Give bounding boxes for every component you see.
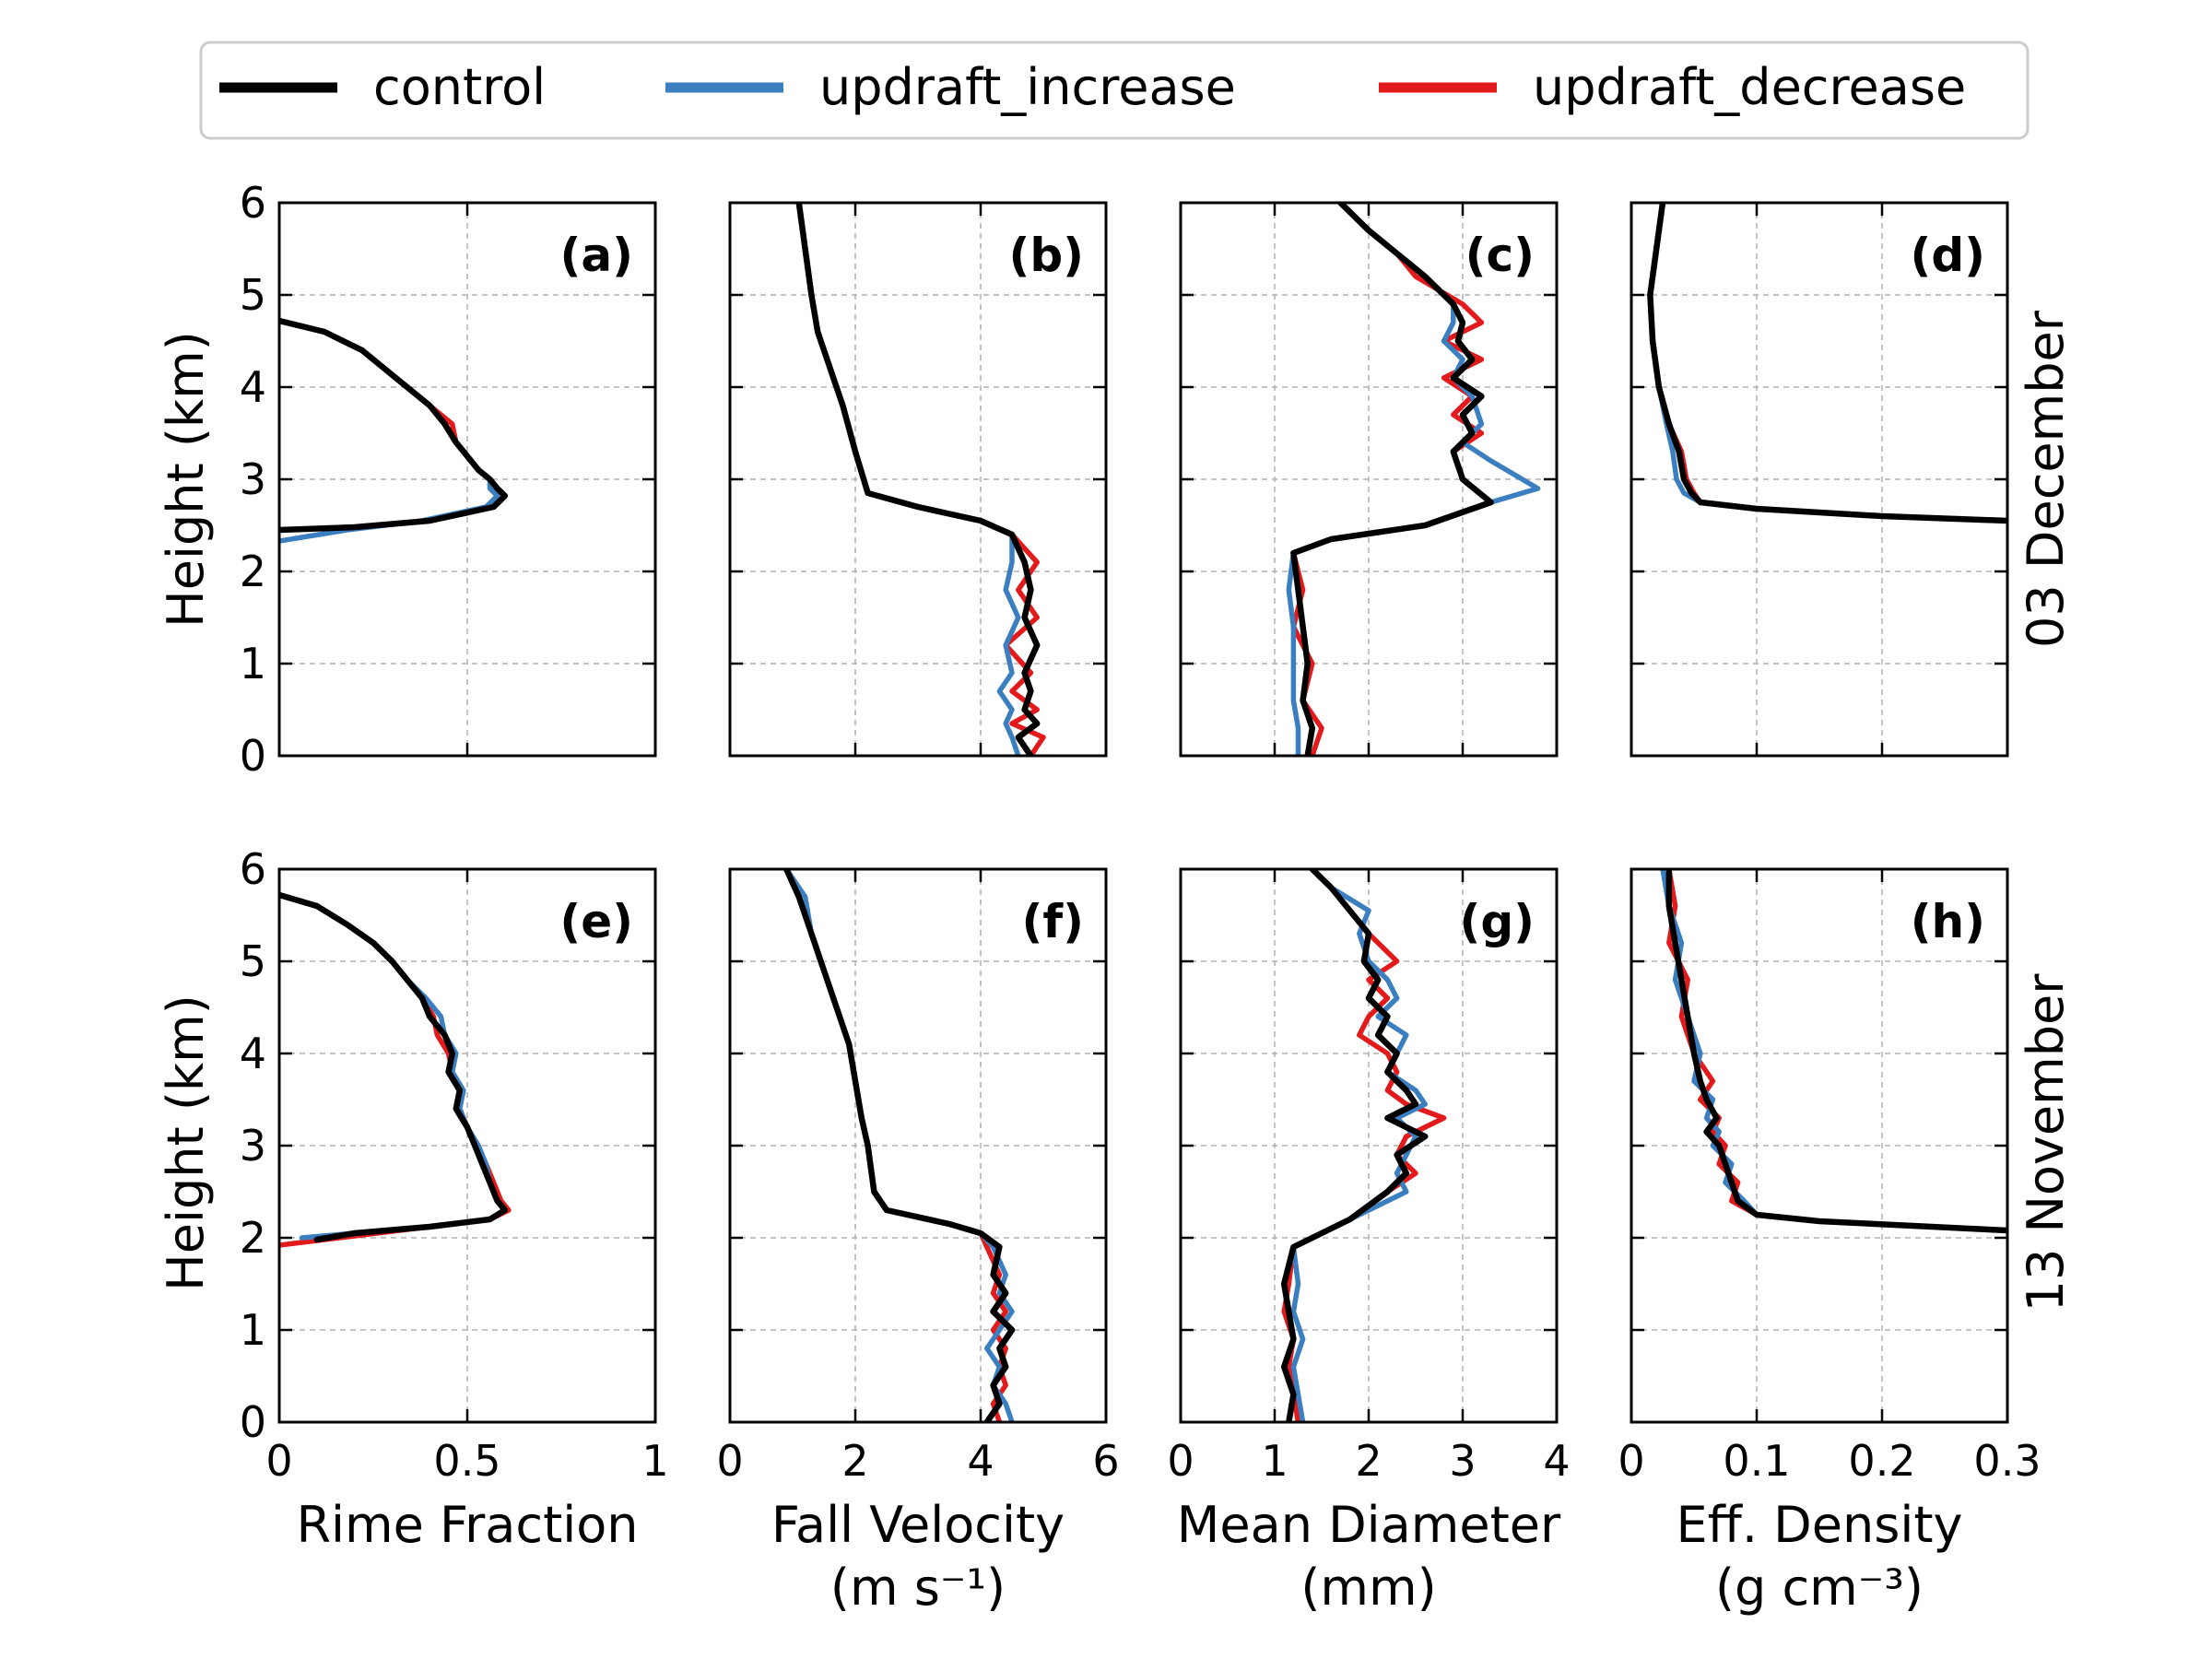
series-line-updraft-increase — [1290, 869, 1428, 1422]
x-tick-label: 0 — [1167, 1436, 1194, 1486]
legend-label-updraft-decrease: updraft_decrease — [1533, 58, 1966, 116]
y-axis-label-bottom: Height (km) — [157, 994, 215, 1291]
x-axis-label: Mean Diameter — [1177, 1496, 1561, 1554]
y-tick-label: 3 — [240, 454, 266, 504]
y-tick-label: 2 — [240, 1213, 266, 1263]
x-tick-label: 1 — [1261, 1436, 1288, 1486]
legend-frame — [199, 41, 2030, 140]
y-tick-label: 5 — [240, 936, 266, 986]
x-tick-label: 6 — [1092, 1436, 1119, 1486]
x-axis-label: Fall Velocity — [771, 1496, 1065, 1554]
y-tick-label: 6 — [240, 844, 266, 894]
y-tick-label: 4 — [240, 1029, 266, 1078]
y-axis-label-top: Height (km) — [157, 331, 215, 628]
x-tick-label: 0.3 — [1973, 1436, 2041, 1486]
panel-a: 0 1 2 3 4 5 6 (a) — [240, 178, 657, 781]
series-line-control — [1665, 869, 2007, 1234]
panel-g: 0 1 2 3 4 (g) Mean Diameter(mm) — [1167, 867, 1571, 1617]
row-label-03-december: 03 December — [2017, 310, 2075, 648]
series-line-updraft-increase — [279, 892, 508, 1241]
panel-label: (d) — [1911, 229, 1986, 282]
x-tick-label: 4 — [1543, 1436, 1570, 1486]
series-line-updraft-increase — [279, 318, 500, 544]
x-tick-label: 0 — [265, 1436, 292, 1486]
panel-c: (c) — [1179, 201, 1559, 758]
panel-label: (b) — [1009, 229, 1085, 282]
x-axis-label: (m s⁻¹) — [830, 1559, 1006, 1617]
y-tick-label: 6 — [240, 178, 266, 228]
row-label-13-november: 13 November — [2017, 973, 2075, 1312]
series-line-control — [795, 203, 1041, 756]
y-tick-label: 1 — [240, 639, 266, 688]
x-axis-label: Eff. Density — [1677, 1496, 1963, 1554]
series-line-updraft-decrease — [279, 892, 512, 1248]
y-tick-label: 4 — [240, 362, 266, 412]
series-line-control — [1290, 203, 1494, 756]
y-tick-label: 0 — [240, 1397, 266, 1447]
panel-label: (a) — [560, 229, 633, 282]
x-tick-label: 0.2 — [1848, 1436, 1915, 1486]
series-line-control — [1280, 869, 1429, 1422]
y-tick-label: 1 — [240, 1305, 266, 1355]
y-tick-label: 0 — [240, 731, 266, 781]
y-tick-label: 2 — [240, 547, 266, 596]
x-tick-label: 0 — [1618, 1436, 1644, 1486]
x-tick-label: 2 — [841, 1436, 868, 1486]
panel-label: (c) — [1465, 229, 1535, 282]
legend: control updraft_increase updraft_decreas… — [199, 41, 2030, 140]
x-tick-label: 1 — [641, 1436, 668, 1486]
series-line-updraft-decrease — [279, 318, 508, 533]
panel-f: 0 2 4 6 (f) Fall Velocity(m s⁻¹) — [716, 867, 1120, 1617]
panel-h: 0 0.1 0.2 0.3 (h) Eff. Density(g cm⁻³) — [1618, 867, 2041, 1617]
x-axis-label: (g cm⁻³) — [1715, 1559, 1924, 1617]
series-line-control — [782, 869, 1016, 1422]
x-axis-label: Rime Fraction — [296, 1496, 638, 1554]
series-line-updraft-decrease — [1281, 869, 1447, 1422]
panel-label: (g) — [1460, 895, 1535, 948]
x-axis-label: (mm) — [1300, 1559, 1436, 1617]
x-tick-label: 0.5 — [433, 1436, 500, 1486]
x-tick-label: 2 — [1355, 1436, 1382, 1486]
y-tick-label: 3 — [240, 1121, 266, 1171]
x-tick-label: 0 — [716, 1436, 743, 1486]
y-tick-label: 5 — [240, 270, 266, 320]
series-line-updraft-decrease — [1290, 203, 1494, 756]
series-line-control — [279, 317, 509, 534]
panel-label: (h) — [1911, 895, 1985, 948]
panel-e: 0 1 2 3 4 5 6 0 0.5 1 (e) Rime Fraction — [240, 844, 669, 1554]
x-tick-label: 4 — [967, 1436, 994, 1486]
x-tick-label: 3 — [1449, 1436, 1476, 1486]
panel-b: (b) — [728, 201, 1108, 758]
x-tick-label: 0.1 — [1723, 1436, 1790, 1486]
panel-label: (e) — [559, 895, 633, 948]
series-line-control — [279, 891, 509, 1243]
panel-d: (d) — [1630, 201, 2009, 758]
legend-label-updraft-increase: updraft_increase — [819, 58, 1236, 116]
legend-label-control: control — [373, 58, 546, 116]
panel-label: (f) — [1022, 895, 1084, 948]
series-line-control — [1647, 203, 2007, 524]
